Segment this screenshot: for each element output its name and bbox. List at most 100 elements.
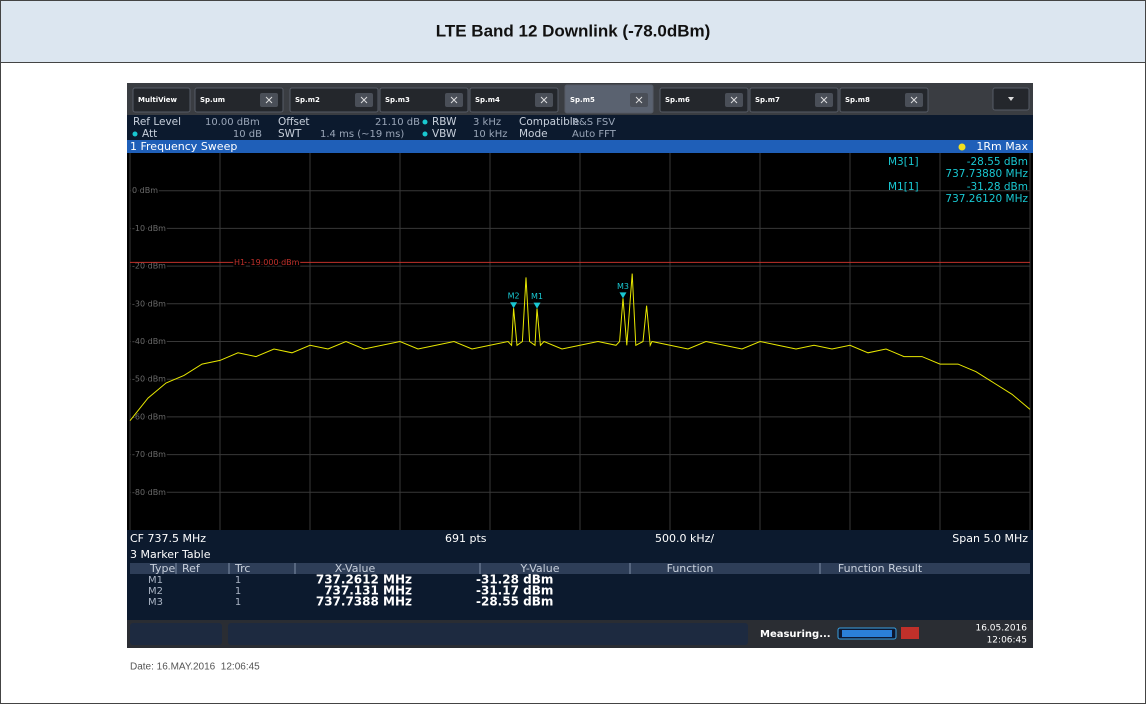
- y-tick-label: -40 dBm: [132, 337, 166, 346]
- tab-label: Sp.m4: [475, 96, 500, 104]
- tab-close-x: [730, 96, 738, 104]
- setting-value: 21.10 dB: [375, 117, 420, 128]
- sweep-points: 691 pts: [445, 532, 487, 545]
- division: 500.0 kHz/: [655, 532, 714, 545]
- y-tick-label: -70 dBm: [132, 450, 166, 459]
- tab-close-x: [910, 96, 918, 104]
- marker-table-cell: M2: [148, 586, 163, 597]
- tab-close-x: [820, 96, 828, 104]
- marker-table-column: Ref: [182, 562, 201, 575]
- tab-label: Sp.m6: [665, 96, 690, 104]
- header-bar: [0, 0, 1146, 63]
- setting-label: Ref Level: [133, 116, 181, 128]
- readout-y: -28.55 dBm: [967, 156, 1028, 168]
- footer-date: Date: 16.MAY.2016 12:06:45: [130, 662, 260, 673]
- tab: [132, 87, 191, 113]
- status-icon: [901, 627, 919, 639]
- readout-label: M3[1]: [888, 156, 919, 168]
- y-tick-label: -30 dBm: [132, 299, 166, 308]
- setting-label: Mode: [519, 128, 548, 140]
- y-tick-label: -10 dBm: [132, 224, 166, 233]
- status-button: [130, 623, 222, 645]
- progress-fill: [842, 630, 892, 637]
- plot-footer: [127, 530, 1033, 547]
- marker-table-cell: 1: [235, 586, 241, 597]
- coupled-dot: [422, 119, 428, 125]
- tab-close-x: [540, 96, 548, 104]
- tab-label: Sp.m3: [385, 96, 410, 104]
- marker-table-cell: -31.28 dBm: [476, 573, 553, 587]
- marker-table-cell: M1: [148, 575, 163, 586]
- y-tick-label: -80 dBm: [132, 488, 166, 497]
- marker-table-cell: -28.55 dBm: [476, 595, 553, 609]
- trace-label: 1Rm Max: [976, 140, 1028, 153]
- setting-value: 10 kHz: [473, 129, 507, 140]
- status-field: [228, 623, 748, 645]
- setting-value: R&S FSV: [572, 117, 615, 128]
- setting-label: Offset: [278, 116, 310, 128]
- setting-label: SWT: [278, 128, 302, 140]
- tab-label: Sp.m5: [570, 96, 595, 104]
- tab-label: Sp.m7: [755, 96, 780, 104]
- settings-bar: [127, 115, 1033, 140]
- marker-table-header: [130, 563, 1030, 574]
- tab-label: Sp.um: [200, 96, 225, 104]
- y-tick-label: -50 dBm: [132, 375, 166, 384]
- tab-close-x: [265, 96, 273, 104]
- marker-label: M3: [617, 282, 629, 291]
- setting-value: 1.4 ms (~19 ms): [320, 129, 404, 140]
- tab-label: Sp.m8: [845, 96, 870, 104]
- marker-triangle: [510, 302, 518, 309]
- marker-triangle: [533, 302, 541, 309]
- marker-table-column: Trc: [234, 562, 250, 575]
- readout-y: -31.28 dBm: [967, 181, 1028, 193]
- setting-value: 10.00 dBm: [205, 117, 260, 128]
- span: Span 5.0 MHz: [952, 532, 1028, 545]
- header-title: LTE Band 12 Downlink (-78.0dBm): [436, 21, 711, 40]
- limit-line-label: H1 -19.000 dBm: [234, 258, 300, 267]
- setting-label: VBW: [432, 128, 457, 140]
- marker-table-column: Type: [149, 562, 175, 575]
- marker-label: M2: [508, 292, 520, 301]
- status-date: 16.05.2016: [975, 624, 1027, 634]
- marker-triangle: [619, 292, 627, 299]
- setting-value: 10 dB: [233, 129, 262, 140]
- tab-close-x: [360, 96, 368, 104]
- marker-table-cell: M3: [148, 597, 163, 608]
- marker-table-cell: 1: [235, 575, 241, 586]
- readout-x: 737.26120 MHz: [945, 193, 1028, 205]
- status-time: 12:06:45: [987, 636, 1027, 646]
- marker-table-column: Function Result: [838, 562, 923, 575]
- tab-close-x: [450, 96, 458, 104]
- setting-label: Compatible: [519, 116, 579, 128]
- setting-value: 3 kHz: [473, 117, 501, 128]
- sweep-title: 1 Frequency Sweep: [130, 140, 237, 153]
- marker-table-column: X-Value: [335, 562, 376, 575]
- tab-label: Sp.m2: [295, 96, 320, 104]
- setting-label: RBW: [432, 116, 457, 128]
- marker-table-cell: 737.2612 MHz: [316, 573, 412, 587]
- status-measuring: Measuring...: [760, 629, 831, 640]
- spectrum-trace: [129, 273, 1031, 422]
- sweep-title-bar: [127, 140, 1033, 153]
- trace-dot: [958, 143, 966, 151]
- tab-close-x: [635, 96, 643, 104]
- y-tick-label: -20 dBm: [132, 262, 166, 271]
- y-tick-label: 0 dBm: [132, 186, 158, 195]
- setting-value: Auto FFT: [572, 129, 617, 140]
- y-tick-label: -60 dBm: [132, 412, 166, 421]
- marker-table-title: 3 Marker Table: [130, 548, 211, 561]
- coupled-dot: [132, 131, 138, 137]
- marker-table-column: Function: [667, 562, 714, 575]
- tab-label: MultiView: [138, 96, 178, 104]
- center-frequency: CF 737.5 MHz: [130, 532, 206, 545]
- marker-table-column: Y-Value: [520, 562, 560, 575]
- marker-table-cell: 737.7388 MHz: [316, 595, 412, 609]
- readout-x: 737.73880 MHz: [945, 168, 1028, 180]
- readout-label: M1[1]: [888, 181, 919, 193]
- marker-label: M1: [531, 292, 543, 301]
- marker-table-cell: -31.17 dBm: [476, 584, 553, 598]
- coupled-dot: [422, 131, 428, 137]
- setting-label: Att: [142, 128, 157, 140]
